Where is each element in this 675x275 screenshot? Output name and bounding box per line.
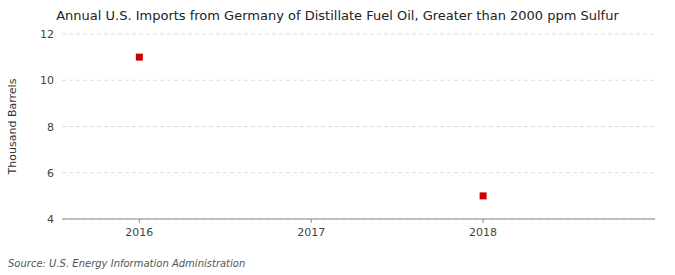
y-tick-label: 6	[47, 167, 54, 180]
grid-line	[62, 126, 655, 127]
point	[480, 192, 487, 199]
chart: Annual U.S. Imports from Germany of Dist…	[0, 0, 675, 275]
grid-line	[62, 172, 655, 173]
y-axis-label: Thousand Barrels	[6, 78, 19, 175]
x-tick-label: 2016	[125, 226, 153, 239]
x-axis-line	[62, 219, 655, 220]
y-tick-label: 4	[47, 213, 54, 226]
y-tick-label: 12	[40, 28, 54, 41]
grid-line	[62, 80, 655, 81]
x-tick-label: 2018	[469, 226, 497, 239]
y-tick-label: 8	[47, 121, 54, 134]
source-note: Source: U.S. Energy Information Administ…	[8, 258, 245, 269]
points	[136, 54, 487, 200]
title: Annual U.S. Imports from Germany of Dist…	[56, 8, 619, 23]
x-tick	[139, 219, 140, 223]
grid-line	[62, 219, 655, 220]
x-tick-label: 2017	[297, 226, 325, 239]
grid-line	[62, 34, 655, 35]
x-tick	[311, 219, 312, 223]
y-tick-label: 10	[40, 74, 54, 87]
point	[136, 54, 143, 61]
x-tick	[483, 219, 484, 223]
